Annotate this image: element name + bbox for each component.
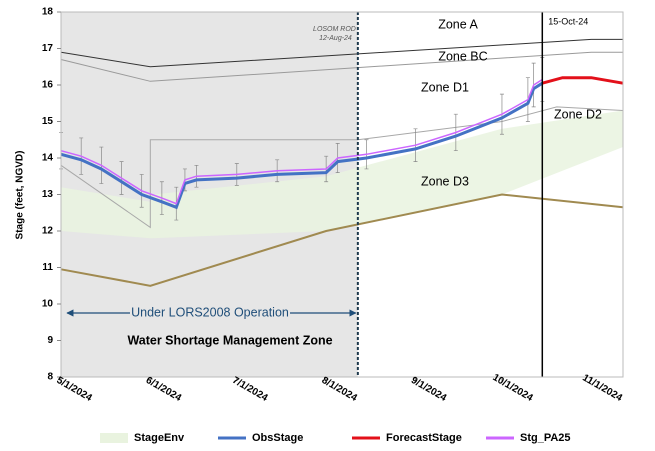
y-tick-label: 11	[42, 262, 53, 273]
annotation: Zone BC	[438, 49, 487, 63]
legend-label: Stg_PA25	[520, 432, 571, 444]
x-tick-label: 8/1/2024	[320, 375, 360, 404]
y-tick-label: 9	[47, 335, 53, 346]
legend-item: ObsStage	[218, 432, 303, 444]
annotation: Zone D3	[421, 174, 469, 188]
annotation: Under LORS2008 Operation	[131, 305, 289, 319]
legend-item: Stg_PA25	[486, 432, 571, 444]
y-tick-label: 8	[47, 372, 53, 383]
y-tick-label: 17	[42, 43, 54, 54]
forecast-label: 15-Oct-24	[548, 16, 588, 26]
legend-label: StageEnv	[134, 432, 185, 444]
legend-item: ForecastStage	[352, 432, 462, 444]
reference-line	[60, 51, 623, 82]
legend-item: StageEnv	[100, 432, 185, 444]
y-tick-label: 12	[42, 226, 54, 237]
y-tick-label: 15	[42, 116, 54, 127]
legend-label: ForecastStage	[386, 432, 462, 444]
y-tick-label: 13	[42, 189, 54, 200]
shade-date: 12-Aug-24	[319, 35, 352, 42]
x-tick-label: 7/1/2024	[230, 375, 270, 404]
annotation: Zone D2	[554, 107, 602, 121]
x-tick-label: 9/1/2024	[409, 375, 449, 404]
x-tick-label: 5/1/2024	[54, 375, 94, 404]
y-tick-label: 18	[42, 7, 54, 18]
y-axis-title: Stage (feet, NGVD)	[15, 151, 26, 240]
y-tick-label: 16	[42, 80, 54, 91]
reference-line	[60, 38, 623, 68]
x-tick-label: 6/1/2024	[144, 375, 184, 404]
series-line	[541, 76, 624, 85]
series-line	[60, 81, 544, 210]
legend-swatch	[100, 433, 128, 443]
legend-label: ObsStage	[252, 432, 303, 444]
shade-title: LOSOM ROD	[313, 26, 356, 33]
series-line	[60, 78, 543, 205]
envelope-area	[61, 110, 623, 239]
y-tick-label: 10	[42, 299, 54, 310]
annotation: Zone A	[438, 17, 478, 31]
annotation: Water Shortage Management Zone	[127, 333, 332, 347]
y-tick-label: 14	[42, 153, 54, 164]
annotation: Zone D1	[421, 80, 469, 94]
